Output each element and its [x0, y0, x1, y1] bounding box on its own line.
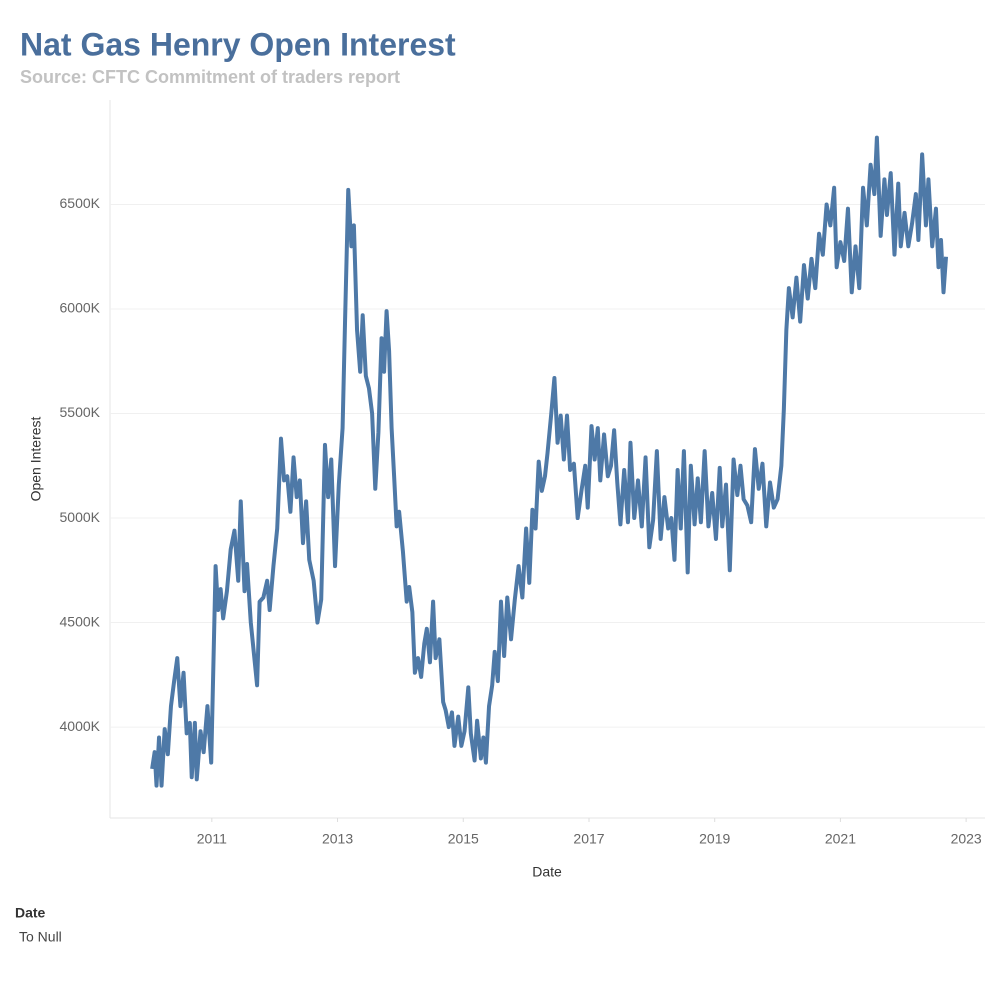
x-tick-label: 2015 [448, 831, 479, 847]
y-axis-label: Open Interest [28, 416, 44, 501]
y-tick-label: 5000K [60, 509, 101, 525]
x-tick-label: 2013 [322, 831, 353, 847]
y-tick-label: 5500K [60, 404, 101, 420]
filter-value[interactable]: To Null [19, 929, 62, 945]
y-tick-label: 4500K [60, 613, 101, 629]
x-tick-label: 2019 [699, 831, 730, 847]
x-tick-label: 2017 [573, 831, 604, 847]
y-tick-label: 6500K [60, 195, 101, 211]
filter-title: Date [15, 905, 46, 921]
chart-subtitle: Source: CFTC Commitment of traders repor… [20, 67, 400, 87]
x-axis-label: Date [532, 864, 562, 880]
chart-title: Nat Gas Henry Open Interest [20, 26, 456, 62]
x-tick-label: 2021 [825, 831, 856, 847]
x-tick-label: 2011 [197, 831, 227, 847]
x-tick-label: 2023 [951, 831, 982, 847]
data-line [150, 135, 949, 788]
y-tick-label: 4000K [60, 718, 101, 734]
y-tick-label: 6000K [60, 300, 101, 316]
